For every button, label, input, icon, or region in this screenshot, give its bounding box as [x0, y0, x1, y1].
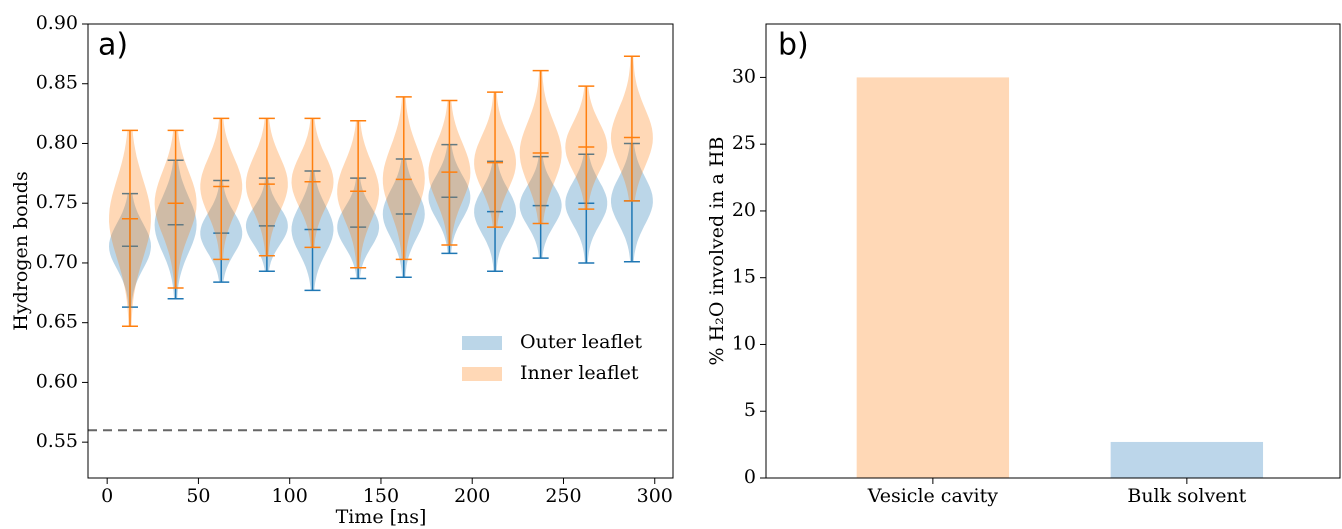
y-tick-label: 0.80: [36, 131, 78, 153]
y-tick-label: 30: [732, 65, 756, 87]
y-tick-label: 25: [732, 132, 756, 154]
x-tick-label: 200: [454, 485, 490, 507]
y-tick-label: 0.70: [36, 251, 78, 273]
legend-swatch: [462, 336, 502, 350]
panel-label: b): [778, 28, 809, 63]
y-tick-label: 0.55: [36, 430, 78, 452]
x-axis-label: Time [ns]: [336, 506, 427, 528]
x-tick-label: Bulk solvent: [1127, 485, 1246, 507]
x-tick-label: 0: [101, 485, 113, 507]
x-tick-label: 300: [637, 485, 673, 507]
y-tick-label: 0.60: [36, 370, 78, 392]
x-tick-label: 50: [186, 485, 210, 507]
y-tick-label: 0.75: [36, 191, 78, 213]
y-tick-label: 5: [744, 399, 756, 421]
y-tick-label: 0.85: [36, 72, 78, 94]
x-tick-label: 100: [272, 485, 308, 507]
x-tick-label: 250: [545, 485, 581, 507]
y-tick-label: 0.65: [36, 311, 78, 333]
x-tick-label: Vesicle cavity: [867, 485, 998, 507]
y-tick-label: 15: [732, 266, 756, 288]
y-tick-label: 0: [744, 466, 756, 488]
y-tick-label: 10: [732, 332, 756, 354]
legend-label: Outer leaflet: [520, 331, 642, 353]
plot-frame: [87, 23, 674, 479]
y-axis-label: % H₂O involved in a HB: [706, 137, 728, 366]
legend-swatch: [462, 367, 502, 381]
bar: [1110, 441, 1264, 478]
panel-label: a): [98, 28, 128, 63]
y-tick-label: 0.90: [36, 12, 78, 34]
bar: [856, 77, 1010, 478]
plot-frame: [765, 23, 1341, 479]
legend-label: Inner leaflet: [520, 362, 639, 384]
x-tick-label: 150: [363, 485, 399, 507]
y-axis-label: Hydrogen bonds: [10, 171, 32, 330]
y-tick-label: 20: [732, 199, 756, 221]
